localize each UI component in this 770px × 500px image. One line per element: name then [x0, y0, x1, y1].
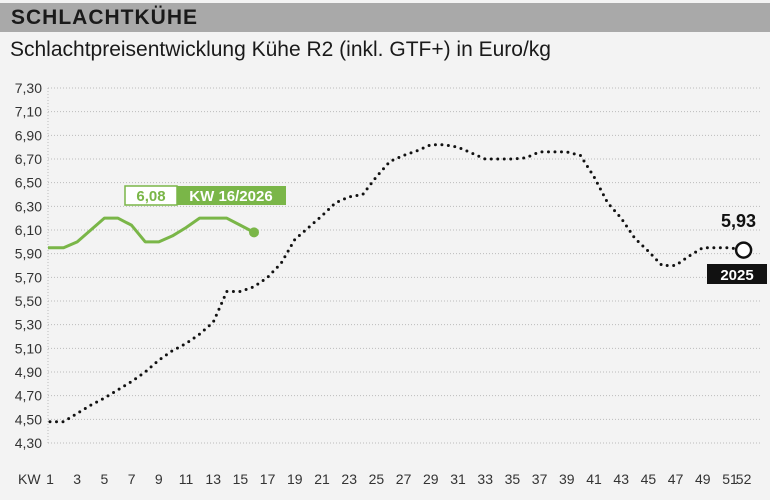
x-tick-label: 31	[450, 471, 466, 487]
x-tick-label: 13	[205, 471, 221, 487]
y-tick-label: 6,10	[15, 222, 42, 238]
x-tick-label: 1	[46, 471, 54, 487]
x-tick-label: 19	[287, 471, 303, 487]
x-axis-label: KW	[18, 471, 41, 487]
x-tick-label: 27	[396, 471, 412, 487]
current-week-box	[177, 186, 286, 205]
y-tick-label: 4,50	[15, 411, 42, 427]
section-title: SCHLACHTKÜHE	[11, 6, 198, 29]
x-tick-label: 21	[314, 471, 330, 487]
x-tick-label: 11	[179, 471, 194, 487]
y-tick-label: 5,50	[15, 293, 42, 309]
y-tick-label: 6,70	[15, 151, 42, 167]
y-tick-label: 6,50	[15, 175, 42, 191]
section-header: SCHLACHTKÜHE	[0, 3, 770, 32]
x-tick-label: 45	[641, 471, 657, 487]
x-tick-label: 23	[341, 471, 357, 487]
x-tick-label: 29	[423, 471, 439, 487]
x-tick-label: 52	[736, 471, 752, 487]
y-tick-label: 4,30	[15, 435, 42, 451]
y-tick-label: 5,90	[15, 246, 42, 262]
x-tick-label: 15	[233, 471, 249, 487]
series-2026-end-marker	[249, 227, 259, 238]
y-tick-label: 6,30	[15, 198, 42, 214]
y-tick-label: 5,70	[15, 269, 42, 285]
x-tick-label: 39	[559, 471, 575, 487]
chart-title: Schlachtpreisentwicklung Kühe R2 (inkl. …	[10, 38, 551, 61]
series-2025-end-marker	[734, 241, 753, 259]
year-badge-box	[707, 264, 767, 284]
y-tick-label: 4,70	[15, 388, 42, 404]
x-tick-label: 9	[155, 471, 163, 487]
y-tick-label: 7,10	[15, 104, 42, 120]
series-2026-line	[48, 216, 255, 250]
x-tick-label: 41	[586, 471, 602, 487]
x-tick-label: 35	[505, 471, 521, 487]
x-tick-label: 7	[128, 471, 136, 487]
last-value-label: 5,93	[721, 211, 756, 231]
x-tick-label: 43	[613, 471, 629, 487]
series-2025-line	[48, 143, 746, 424]
x-tick-label: 37	[532, 471, 548, 487]
y-tick-label: 7,30	[15, 80, 42, 96]
year-badge-label: 2025	[720, 267, 753, 284]
x-tick-label: 5	[101, 471, 109, 487]
x-tick-label: 33	[477, 471, 493, 487]
y-tick-label: 5,30	[15, 317, 42, 333]
x-tick-label: 17	[260, 471, 276, 487]
x-tick-label: 51	[722, 471, 738, 487]
y-tick-label: 5,10	[15, 340, 42, 356]
x-tick-label: 3	[73, 471, 81, 487]
current-week-label: KW 16/2026	[189, 188, 272, 205]
y-tick-label: 6,90	[15, 127, 42, 143]
x-tick-label: 25	[369, 471, 385, 487]
y-tick-label: 4,90	[15, 364, 42, 380]
x-tick-label: 49	[695, 471, 711, 487]
current-value-label: 6,08	[136, 188, 165, 205]
x-tick-label: 47	[668, 471, 684, 487]
